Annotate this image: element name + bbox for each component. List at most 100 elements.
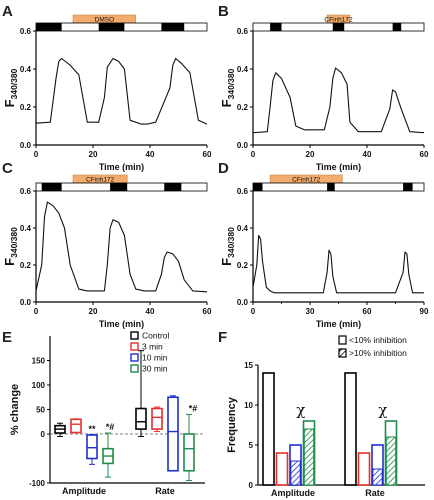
- y-label-sub: 340/380: [9, 68, 19, 99]
- x-tick-label: 0: [251, 307, 256, 316]
- chi-annotation: χ: [378, 401, 387, 419]
- y-tick-label: 0: [249, 481, 254, 490]
- y-tick-label: 0.4: [237, 224, 249, 233]
- y-tick-label: 0.0: [20, 298, 32, 307]
- panel-B: B CFinh172 0.0 0.2 0.4 0.6 0 20 40 60 Time (min) F3…: [218, 3, 429, 172]
- trace-line: [252, 234, 424, 294]
- stimulation-segment: [270, 23, 282, 31]
- legend-label: >10% inhibition: [349, 348, 407, 358]
- y-tick-label: 15: [244, 361, 253, 370]
- y-tick-label: 0: [41, 430, 46, 439]
- significance-annotation: *#: [189, 403, 198, 413]
- legend-swatch: [130, 331, 139, 340]
- y-label-sub: 340/380: [226, 68, 236, 99]
- chi-annotation: χ: [296, 401, 305, 419]
- y-axis-label: Frequency: [226, 396, 238, 453]
- box-body: [135, 407, 147, 430]
- x-tick-label: 0: [251, 150, 256, 159]
- box-rate-3-min: [151, 406, 163, 433]
- box-amplitude-control: [54, 422, 66, 437]
- box-body: [151, 407, 163, 430]
- panel-label-D: D: [218, 160, 229, 177]
- x-tick-label: 40: [146, 307, 155, 316]
- group-label-amplitude: Amplitude: [271, 488, 315, 498]
- x-tick-label: 0: [34, 307, 39, 316]
- y-tick-label: 0.4: [20, 224, 32, 233]
- y-tick-label: -100: [29, 479, 46, 488]
- y-tick-label: 0.2: [20, 103, 32, 112]
- y-tick-label: 0.6: [20, 187, 32, 196]
- y-axis-label: F340/380: [2, 68, 19, 107]
- box-body: [167, 396, 179, 472]
- legend-label: Control: [142, 331, 170, 341]
- svg-text:F340/380: F340/380: [219, 68, 236, 107]
- legend-swatch: [338, 335, 347, 345]
- legend-swatch: [130, 353, 139, 362]
- x-tick-label: 30: [306, 307, 315, 316]
- bar-above-10: [385, 436, 397, 486]
- x-tick-label: 90: [420, 307, 429, 316]
- stimulation-segment: [253, 183, 263, 191]
- y-label-main: F: [219, 258, 234, 266]
- group-label-amplitude: Amplitude: [62, 486, 106, 496]
- panel-label-A: A: [2, 3, 13, 20]
- x-tick-label: 60: [203, 150, 212, 159]
- box-body: [183, 433, 195, 472]
- stimulation-segment: [403, 183, 413, 191]
- panel-label-B: B: [218, 3, 229, 20]
- group-label-rate: Rate: [365, 488, 385, 498]
- panel-A: A DMSO 0.0 0.2 0.4 0.6 0 20 40 60 Time (min) F340/3…: [2, 3, 212, 172]
- trace-line: [252, 67, 425, 134]
- y-tick-label: 100: [32, 381, 46, 390]
- y-label-sub: 340/380: [226, 227, 236, 258]
- bar-below-10: [357, 452, 371, 486]
- y-axis-label: F340/380: [2, 227, 19, 266]
- panel-D: D CFinh172 0.0 0.2 0.4 0.6 0 30 60 90 Time (min) F3…: [218, 160, 429, 329]
- y-label-sub: 340/380: [9, 227, 19, 258]
- x-tick-label: 60: [203, 307, 212, 316]
- legend-label: 10 min: [142, 353, 168, 363]
- stimulation-segment: [161, 23, 185, 31]
- x-tick-label: 20: [306, 150, 315, 159]
- y-axis-label-text: Frequency: [226, 396, 238, 453]
- bar-below-10: [344, 372, 357, 486]
- trace-line: [35, 57, 208, 125]
- legend-label: 3 min: [142, 342, 163, 352]
- panel-label-C: C: [2, 160, 13, 177]
- y-tick-label: 10: [244, 401, 253, 410]
- panel-E: E -100 0 50 100 150 % change Amplitude Rate ** *# *…: [2, 329, 205, 496]
- box-amplitude-10-min: [86, 433, 98, 465]
- y-tick-label: 0.2: [237, 261, 249, 270]
- y-label-main: F: [2, 99, 17, 107]
- bar-above-10: [372, 468, 383, 486]
- stimulation-bar: [252, 182, 425, 192]
- legend-swatch: [338, 348, 347, 358]
- x-tick-label: 0: [34, 150, 39, 159]
- stimulation-segment: [164, 183, 182, 191]
- y-tick-label: 0.4: [20, 65, 32, 74]
- box-rate-30-min: [183, 413, 195, 482]
- x-axis-label: Time (min): [99, 319, 144, 329]
- stimulation-segment: [98, 23, 125, 31]
- legend-label: 30 min: [142, 364, 168, 374]
- x-tick-label: 20: [89, 150, 98, 159]
- y-tick-label: 50: [36, 406, 45, 415]
- x-tick-label: 20: [89, 307, 98, 316]
- stimulation-segment: [41, 183, 62, 191]
- y-label-main: F: [219, 99, 234, 107]
- y-tick-label: 150: [32, 357, 46, 366]
- stimulation-segment: [332, 23, 345, 31]
- box-body: [86, 434, 98, 460]
- y-tick-label: 0.0: [237, 141, 249, 150]
- y-tick-label: 0.6: [237, 187, 249, 196]
- panel-C: C CFinh172 0.0 0.2 0.4 0.6 0 20 40 60 Time (min) F3…: [2, 160, 212, 329]
- box-amplitude-3-min: [70, 418, 82, 434]
- panel-F: F 0 5 10 15 Frequency Amplitude χ Rate χ <10% inhi…: [218, 329, 425, 498]
- panel-label-F: F: [218, 329, 227, 346]
- y-axis-label: F340/380: [219, 68, 236, 107]
- y-axis-label: F340/380: [219, 227, 236, 266]
- x-tick-label: 60: [363, 307, 372, 316]
- y-tick-label: 0.6: [20, 27, 32, 36]
- trace-line: [35, 201, 208, 293]
- bar-below-10: [262, 372, 275, 486]
